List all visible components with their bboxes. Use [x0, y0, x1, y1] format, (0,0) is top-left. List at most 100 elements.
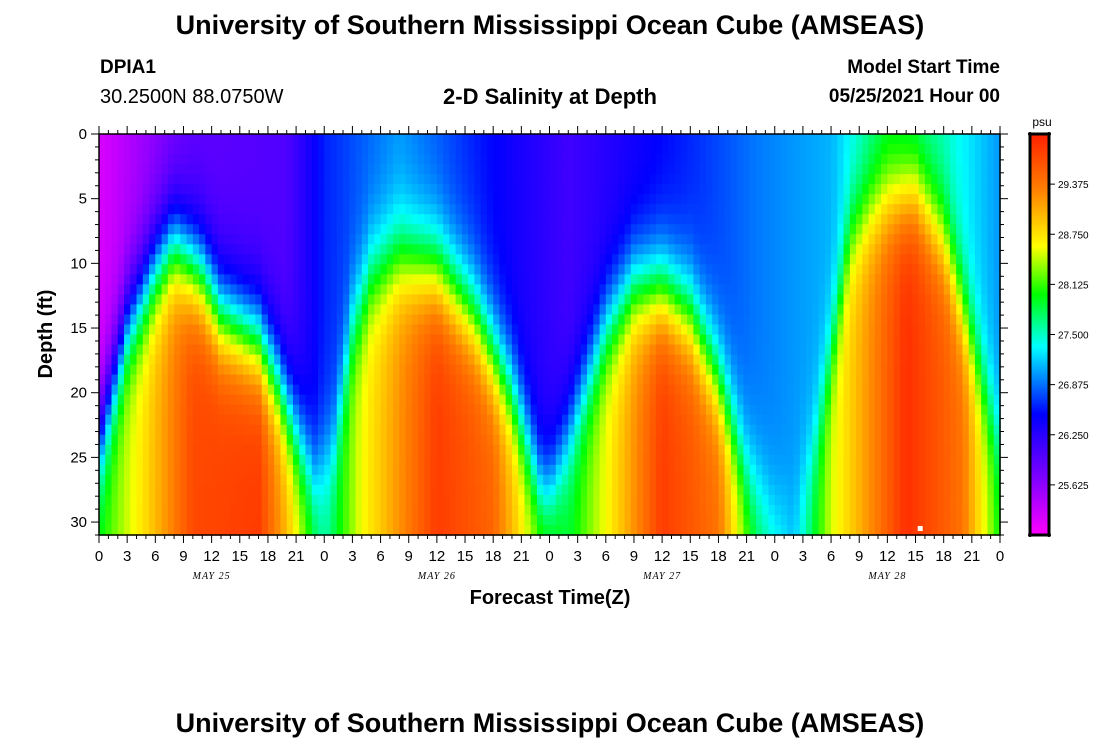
- heatmap-cell: [505, 294, 513, 306]
- heatmap-cell: [593, 394, 601, 406]
- heatmap-cell: [99, 224, 106, 235]
- heatmap-cell: [799, 284, 807, 296]
- heatmap-cell: [587, 514, 594, 526]
- heatmap-cell: [662, 244, 670, 255]
- heatmap-cell: [812, 134, 820, 145]
- heatmap-cell: [630, 414, 638, 426]
- heatmap-cell: [386, 484, 394, 496]
- heatmap-cell: [149, 414, 157, 426]
- heatmap-cell: [436, 434, 444, 446]
- heatmap-cell: [199, 154, 207, 165]
- heatmap-cell: [105, 194, 113, 205]
- heatmap-cell: [806, 394, 813, 406]
- heatmap-cell: [580, 154, 588, 165]
- heatmap-cell: [824, 154, 832, 165]
- heatmap-cell: [124, 194, 131, 205]
- heatmap-cell: [111, 434, 119, 446]
- heatmap-cell: [624, 224, 632, 235]
- heatmap-cell: [599, 464, 607, 476]
- heatmap-cell: [99, 274, 106, 286]
- heatmap-cell: [687, 284, 695, 296]
- heatmap-cell: [180, 314, 188, 326]
- heatmap-cell: [530, 354, 538, 366]
- heatmap-cell: [643, 144, 651, 155]
- heatmap-cell: [468, 434, 476, 446]
- heatmap-cell: [230, 474, 238, 486]
- heatmap-cell: [624, 524, 632, 536]
- heatmap-cell: [380, 494, 388, 506]
- heatmap-cell: [349, 204, 357, 215]
- heatmap-cell: [724, 504, 732, 516]
- heatmap-cell: [618, 394, 626, 406]
- heatmap-cell: [680, 374, 688, 386]
- heatmap-cell: [224, 344, 232, 356]
- heatmap-cell: [543, 334, 551, 346]
- heatmap-cell: [562, 334, 569, 346]
- heatmap-cell: [430, 524, 438, 536]
- heatmap-cell: [781, 384, 788, 396]
- heatmap-cell: [111, 494, 119, 506]
- heatmap-cell: [486, 364, 494, 376]
- heatmap-cell: [199, 484, 207, 496]
- heatmap-cell: [587, 274, 594, 286]
- heatmap-cell: [799, 364, 807, 376]
- heatmap-cell: [874, 234, 882, 245]
- heatmap-cell: [574, 164, 582, 175]
- heatmap-cell: [749, 374, 757, 386]
- heatmap-cell: [155, 414, 163, 426]
- heatmap-cell: [649, 334, 657, 346]
- heatmap-cell: [330, 434, 338, 446]
- heatmap-cell: [849, 284, 857, 296]
- heatmap-cell: [461, 174, 469, 185]
- heatmap-cell: [292, 344, 300, 356]
- heatmap-cell: [874, 284, 882, 296]
- heatmap-cell: [787, 214, 795, 225]
- heatmap-cell: [167, 294, 175, 306]
- heatmap-cell: [380, 344, 388, 356]
- heatmap-cell: [343, 234, 350, 245]
- heatmap-cell: [781, 224, 788, 235]
- heatmap-cell: [130, 334, 138, 346]
- heatmap-cell: [443, 524, 451, 536]
- heatmap-cell: [480, 334, 488, 346]
- heatmap-cell: [424, 354, 432, 366]
- heatmap-cell: [130, 514, 138, 526]
- heatmap-cell: [831, 164, 839, 175]
- heatmap-cell: [630, 454, 638, 466]
- heatmap-cell: [468, 204, 476, 215]
- heatmap-cell: [643, 224, 651, 235]
- heatmap-cell: [205, 434, 213, 446]
- heatmap-cell: [718, 274, 726, 286]
- heatmap-cell: [687, 524, 695, 536]
- heatmap-cell: [599, 284, 607, 296]
- heatmap-cell: [587, 254, 594, 266]
- heatmap-cell: [824, 434, 832, 446]
- heatmap-cell: [236, 194, 244, 205]
- heatmap-cell: [217, 334, 225, 346]
- heatmap-cell: [299, 234, 307, 245]
- heatmap-cell: [774, 384, 782, 396]
- heatmap-cell: [630, 254, 638, 266]
- heatmap-cell: [111, 194, 119, 205]
- heatmap-cell: [355, 464, 363, 476]
- heatmap-cell: [186, 474, 194, 486]
- heatmap-cell: [724, 524, 732, 536]
- heatmap-cell: [355, 384, 363, 396]
- heatmap-cell: [687, 434, 695, 446]
- heatmap-cell: [587, 234, 594, 245]
- heatmap-cell: [530, 204, 538, 215]
- heatmap-cell: [224, 434, 232, 446]
- heatmap-cell: [662, 474, 670, 486]
- heatmap-cell: [856, 244, 864, 255]
- heatmap-cell: [149, 374, 157, 386]
- heatmap-cell: [818, 294, 826, 306]
- heatmap-cell: [505, 474, 513, 486]
- heatmap-cell: [361, 394, 369, 406]
- heatmap-cell: [267, 184, 275, 195]
- heatmap-cell: [255, 504, 263, 516]
- heatmap-cell: [599, 504, 607, 516]
- heatmap-cell: [349, 414, 357, 426]
- heatmap-cell: [468, 454, 476, 466]
- heatmap-cell: [493, 174, 501, 185]
- heatmap-cell: [568, 174, 576, 185]
